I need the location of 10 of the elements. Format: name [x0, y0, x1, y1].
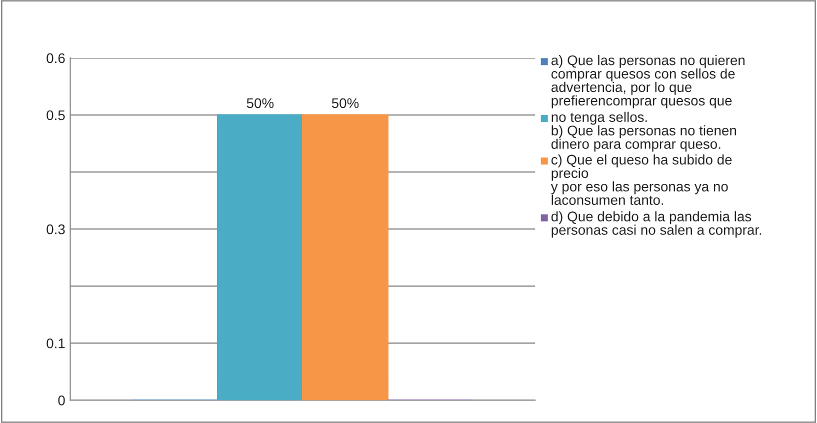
legend-label: no tenga sellos. b) Que las personas no tienen dinero para comprar queso. — [551, 112, 736, 152]
data-label: 50% — [332, 98, 359, 108]
legend-label: c) Que el queso ha subido de precio y por eso las personas ya no laconsumen tanto. — [550, 154, 732, 205]
legend-label: d) Que debido a la pandemia las personas casi no salen a comprar. — [551, 211, 762, 238]
data-label: 50% — [246, 98, 274, 108]
y-tick-label: 0.1 — [46, 338, 65, 348]
y-tick-label: 0.3 — [46, 224, 65, 234]
y-tick-label: 0.5 — [46, 110, 65, 120]
y-tick-label: 0.6 — [46, 53, 65, 64]
y-tick-label: 0 — [58, 395, 65, 406]
